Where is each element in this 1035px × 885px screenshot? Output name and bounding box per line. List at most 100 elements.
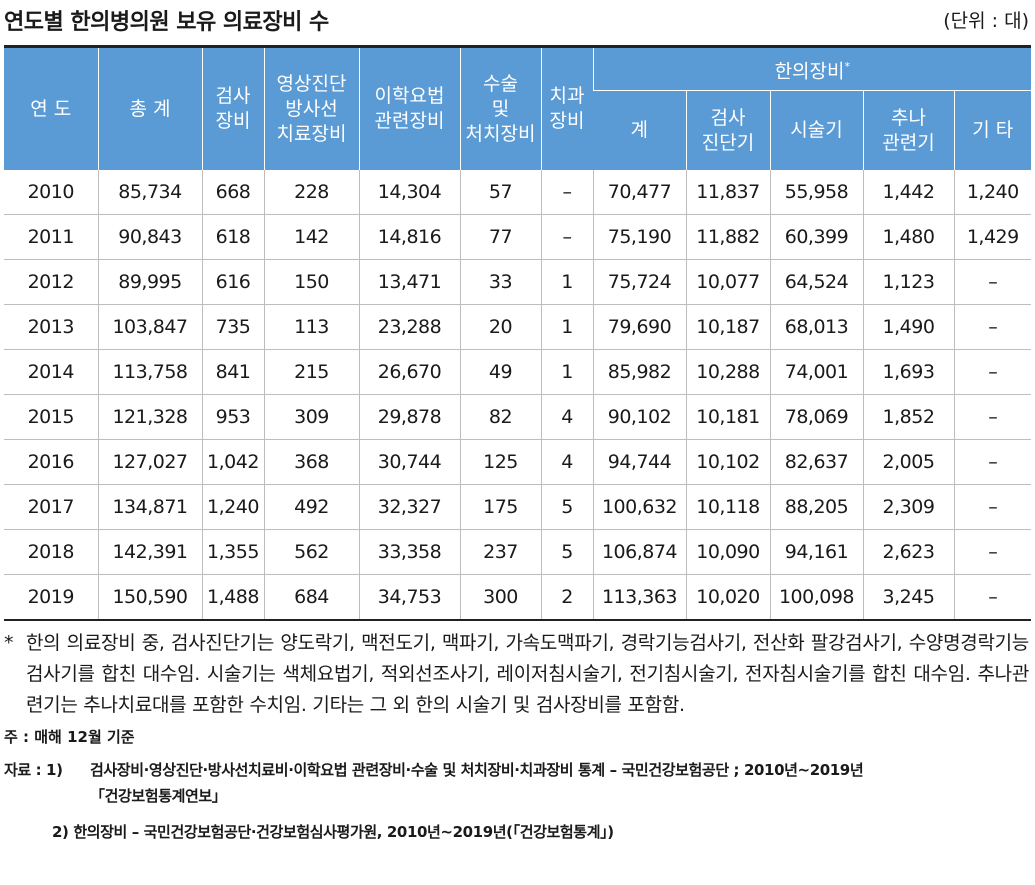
cell-surgery: 77 <box>459 214 541 260</box>
cell-oriental-diag: 11,837 <box>685 170 770 215</box>
header-year: 연 도 <box>4 46 98 170</box>
cell-oriental-total: 106,874 <box>592 529 686 575</box>
cell-oriental-chuna: 3,245 <box>862 574 954 620</box>
cell-total: 127,027 <box>97 439 202 485</box>
cell-year: 2012 <box>4 259 98 305</box>
table-row: 2017 134,871 1,240 492 32,327 175 5 100,632 10,1… <box>4 484 1032 530</box>
table-row: 2012 89,995 616 150 13,471 33 1 75,724 10,077 64,… <box>4 259 1032 305</box>
cell-oriental-chuna: 1,480 <box>862 214 954 260</box>
cell-dental: 4 <box>540 394 593 440</box>
cell-imaging: 368 <box>263 439 359 485</box>
cell-oriental-chuna: 1,852 <box>862 394 954 440</box>
header-total: 총 계 <box>97 46 202 170</box>
cell-oriental-chuna: 1,123 <box>862 259 954 305</box>
cell-surgery: 82 <box>459 394 541 440</box>
cell-year: 2010 <box>27 181 75 203</box>
cell-oriental-diag: 10,187 <box>685 304 770 350</box>
cell-surgery: 237 <box>459 529 541 575</box>
cell-physio: 13,471 <box>358 259 460 305</box>
cell-oriental-diag: 11,882 <box>685 214 770 260</box>
cell-exam: 616 <box>201 259 264 305</box>
cell-exam: 953 <box>201 394 264 440</box>
footnote-mark: * <box>4 632 14 654</box>
header-physio: 이학요법 관련장비 <box>358 46 460 170</box>
cell-oriental-treat: 64,524 <box>769 259 863 305</box>
cell-dental: 2 <box>540 574 593 620</box>
cell-oriental-diag: 10,118 <box>685 484 770 530</box>
cell-exam: 735 <box>201 304 264 350</box>
sources: 자료 : 1) 검사장비·영상진단·방사선치료비·이학요법 관련장비·수술 및 … <box>4 757 1029 845</box>
cell-physio: 29,878 <box>358 394 460 440</box>
cell-oriental-total: 85,982 <box>592 349 686 395</box>
cell-oriental-treat: 82,637 <box>769 439 863 485</box>
cell-oriental-chuna: 1,693 <box>862 349 954 395</box>
header-sub-treat: 시술기 <box>769 90 863 170</box>
cell-exam: 1,240 <box>201 484 264 530</box>
source-label: 자료 : 1) <box>4 761 63 779</box>
cell-surgery: 20 <box>459 304 541 350</box>
cell-oriental-total: 75,724 <box>592 259 686 305</box>
cell-oriental-diag: 10,102 <box>685 439 770 485</box>
cell-imaging: 215 <box>263 349 359 395</box>
table-row: 2011 90,843 618 142 14,816 77–75,190 11,882 60,… <box>4 214 1032 260</box>
cell-imaging: 113 <box>263 304 359 350</box>
cell-oriental-other: – <box>953 439 1032 485</box>
cell-oriental-other: – <box>953 259 1032 305</box>
cell-surgery: 57 <box>459 170 541 215</box>
cell-oriental-total: 90,102 <box>592 394 686 440</box>
cell-physio: 23,288 <box>358 304 460 350</box>
table-row: 2015 121,328 953 309 29,878 82 4 90,102 10,181 78… <box>4 394 1032 440</box>
cell-year: 2014 <box>4 349 98 395</box>
cell-year: 2013 <box>4 304 98 350</box>
cell-oriental-total: 79,690 <box>592 304 686 350</box>
cell-oriental-chuna: 1,490 <box>862 304 954 350</box>
cell-oriental-other: – <box>953 304 1032 350</box>
cell-total: 113,758 <box>97 349 202 395</box>
table-row: 2016 127,027 1,042 368 30,744 125 4 94,744 10,10… <box>4 439 1032 485</box>
source-1-line-1: 검사장비·영상진단·방사선치료비·이학요법 관련장비·수술 및 처치장비·치과장… <box>90 761 864 779</box>
header-dental: 치과 장비 <box>540 46 593 170</box>
cell-year: 2015 <box>4 394 98 440</box>
cell-oriental-other: – <box>953 394 1032 440</box>
cell-oriental-total: 94,744 <box>592 439 686 485</box>
cell-oriental-total: 70,477 <box>592 170 686 215</box>
cell-imaging: 684 <box>263 574 359 620</box>
cell-oriental-chuna: 2,309 <box>862 484 954 530</box>
table-row: 2014 113,758 841 215 26,670 49 1 85,982 10,288 74… <box>4 349 1032 395</box>
cell-oriental-treat: 55,958 <box>769 170 863 215</box>
table-row: 2018 142,391 1,355 562 33,358 237 5 106,874 10,0… <box>4 529 1032 575</box>
cell-imaging: 142 <box>263 214 359 260</box>
header-sub-chuna: 추나 관련기 <box>862 90 954 170</box>
cell-surgery: 49 <box>459 349 541 395</box>
cell-imaging: 562 <box>263 529 359 575</box>
cell-oriental-chuna: 1,442 <box>862 170 954 215</box>
cell-oriental-other: – <box>953 529 1032 575</box>
cell-year: 2017 <box>4 484 98 530</box>
header-sub-other: 기 타 <box>953 90 1032 170</box>
cell-oriental-treat: 100,098 <box>769 574 863 620</box>
base-note: 주 : 매해 12월 기준 <box>4 728 135 746</box>
cell-total: 90,843 <box>97 214 202 260</box>
footnote: * 한의 의료장비 중, 검사진단기는 양도락기, 맥전도기, 맥파기, 가속도… <box>4 628 1029 721</box>
cell-oriental-other: 1,240 <box>953 170 1032 215</box>
page-title: 연도별 한의병의원 보유 의료장비 수 <box>4 10 329 35</box>
cell-physio: 33,358 <box>358 529 460 575</box>
cell-physio: 34,753 <box>358 574 460 620</box>
cell-physio: 14,304 <box>358 170 460 215</box>
cell-imaging: 309 <box>263 394 359 440</box>
cell-total: 103,847 <box>97 304 202 350</box>
cell-oriental-diag: 10,077 <box>685 259 770 305</box>
cell-dental: – <box>540 170 593 215</box>
cell-year: 2016 <box>4 439 98 485</box>
cell-year: 2018 <box>4 529 98 575</box>
header-oriental: 한의장비* <box>592 46 1032 91</box>
table-row: 2013 103,847 735 113 23,288 20 1 79,690 10,187 68… <box>4 304 1032 350</box>
header-exam: 검사 장비 <box>201 46 264 170</box>
cell-oriental-total: 100,632 <box>592 484 686 530</box>
cell-dental: 4 <box>540 439 593 485</box>
cell-surgery: 175 <box>459 484 541 530</box>
table-row: 2010 85,734 668 228 14,304 57–70,477 11,837 55,… <box>4 170 1032 215</box>
cell-imaging: 228 <box>263 170 359 215</box>
table-row: 2019 150,590 1,488 684 34,753 300 2 113,363 10,0… <box>4 574 1032 620</box>
cell-dental: 1 <box>540 259 593 305</box>
